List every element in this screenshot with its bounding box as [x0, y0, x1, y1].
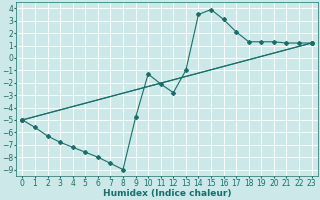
X-axis label: Humidex (Indice chaleur): Humidex (Indice chaleur) [103, 189, 231, 198]
